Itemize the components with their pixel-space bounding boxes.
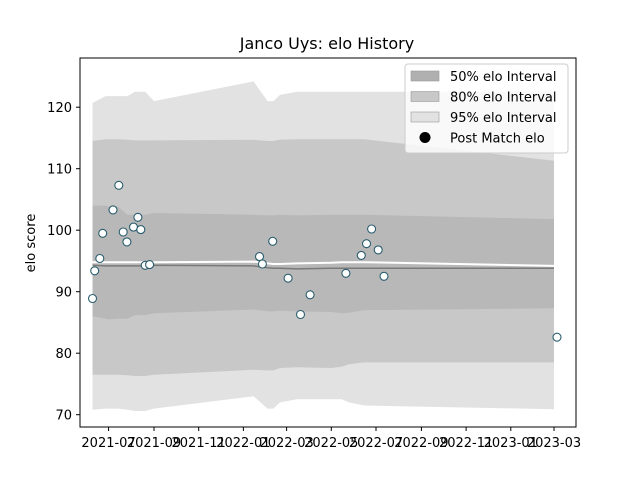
- legend-label: 95% elo Interval: [450, 111, 557, 126]
- legend-swatch: [410, 111, 440, 123]
- y-axis-label: elo score: [24, 214, 39, 273]
- post-match-elo-point: [283, 273, 293, 283]
- post-match-elo-point: [356, 250, 366, 260]
- legend-label: 50% elo Interval: [450, 70, 557, 85]
- post-match-elo-point: [552, 332, 562, 342]
- y-tick-label: 80: [55, 347, 72, 362]
- post-match-elo-point: [90, 266, 100, 276]
- post-match-elo-point: [268, 236, 278, 246]
- legend-box: [404, 63, 569, 154]
- legend-label: 80% elo Interval: [450, 91, 557, 106]
- x-tick-label: 2022-11: [439, 436, 493, 451]
- post-match-elo-point: [341, 268, 351, 278]
- post-match-elo-point: [122, 237, 132, 247]
- x-tick-label: 2021-09: [127, 436, 181, 451]
- post-match-elo-point: [145, 260, 155, 270]
- post-match-elo-point: [373, 245, 383, 255]
- chart-legend: 50% elo Interval 80% elo Interval 95% elo …: [404, 63, 569, 154]
- y-axis: 70 80 90 100 110 120: [47, 101, 80, 424]
- x-tick-label: 2023-01: [484, 436, 538, 451]
- y-tick-label: 70: [55, 409, 72, 424]
- post-match-elo-point: [136, 225, 146, 235]
- post-match-elo-point: [108, 205, 118, 215]
- post-match-elo-point: [118, 227, 128, 237]
- post-match-elo-point: [95, 253, 105, 264]
- x-tick-label: 2021-11: [172, 436, 226, 451]
- x-tick-label: 2021-07: [81, 436, 135, 451]
- post-match-elo-point: [305, 290, 315, 300]
- post-match-elo-point: [98, 228, 108, 238]
- post-match-elo-point: [367, 224, 377, 234]
- post-match-elo-point: [133, 212, 143, 222]
- elo-interval-bands: [92, 81, 554, 412]
- legend-label: Post Match elo: [450, 132, 545, 147]
- x-axis: 2021-072021-092021-112022-012022-032022-…: [81, 427, 581, 451]
- x-tick-label: 2022-07: [349, 436, 403, 451]
- post-match-elo-point: [361, 239, 372, 249]
- post-match-elo-points: [87, 180, 562, 342]
- y-tick-label: 110: [47, 163, 72, 178]
- post-match-elo-point: [379, 271, 389, 281]
- x-tick-label: 2022-05: [304, 436, 358, 451]
- x-tick-label: 2023-03: [527, 436, 581, 451]
- x-tick-label: 2022-01: [216, 436, 270, 451]
- post-match-elo-point: [114, 180, 124, 190]
- post-match-elo-point: [295, 309, 306, 320]
- chart-title: Janco Uys: elo History: [239, 34, 414, 53]
- y-tick-label: 120: [47, 101, 72, 116]
- x-tick-label: 2022-03: [259, 436, 313, 451]
- post-match-elo-point: [87, 293, 98, 304]
- y-tick-label: 90: [55, 286, 72, 301]
- y-tick-label: 100: [47, 224, 72, 239]
- legend-swatch: [410, 70, 440, 82]
- legend-marker: [419, 132, 431, 143]
- post-match-elo-point: [257, 259, 267, 269]
- post-match-elo-point: [254, 252, 265, 262]
- legend-swatch: [410, 91, 440, 102]
- plot-frame: [79, 57, 577, 428]
- x-tick-label: 2022-09: [394, 436, 448, 451]
